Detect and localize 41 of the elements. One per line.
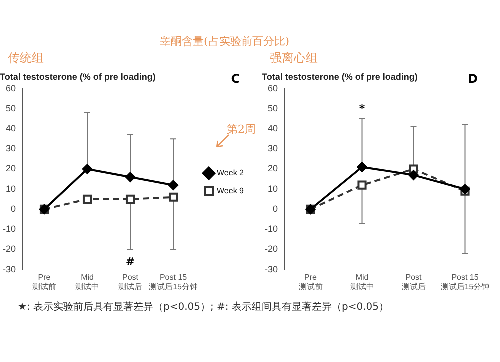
- y-tick-label: 50: [6, 103, 16, 114]
- y-tick-label: -10: [2, 224, 16, 234]
- text: D: [468, 72, 478, 86]
- legend-label: Week 9: [217, 186, 245, 196]
- y-tick-label: 0: [10, 204, 16, 214]
- text: 睾酮含量(占实验前百分比): [160, 34, 290, 49]
- x-tick-label: Mid 测试中: [350, 272, 374, 292]
- x-tick-label: Post 15 测试后15分钟: [149, 272, 198, 292]
- y-tick-label: -20: [2, 244, 16, 254]
- text: C: [231, 72, 240, 86]
- x-tick-label: Post 测试后: [118, 272, 143, 292]
- annotation: *: [359, 102, 366, 116]
- legend-label: Week 2: [217, 168, 245, 178]
- y-tick-label: -30: [2, 264, 16, 274]
- x-tick-label: Pre 测试前: [298, 272, 323, 292]
- y-tick-label: 30: [6, 144, 16, 154]
- x-tick-label: Post 15 测试后15分钟: [440, 272, 490, 292]
- text: 传统组: [8, 50, 44, 67]
- y-tick-label: 40: [6, 124, 16, 134]
- y-tick-label: 20: [6, 164, 16, 174]
- x-tick-label: Pre 测试前: [32, 272, 57, 292]
- text: 第2周: [227, 122, 256, 137]
- y-tick-label: -30: [264, 264, 278, 274]
- y-tick-label: 0: [272, 204, 278, 214]
- y-tick-label: 10: [268, 184, 278, 194]
- y-tick-label: -10: [264, 224, 278, 234]
- y-tick-label: 20: [268, 164, 278, 174]
- y-tick-label: -20: [264, 244, 278, 254]
- y-tick-label: 40: [268, 124, 278, 134]
- y-tick-label: 30: [268, 144, 278, 154]
- chart-title: Total testosterone (% of pre loading): [262, 72, 418, 82]
- y-tick-label: 60: [6, 83, 16, 94]
- y-tick-label: 60: [268, 83, 278, 94]
- y-tick-label: 10: [6, 184, 16, 194]
- chart-title: Total testosterone (% of pre loading): [0, 72, 156, 82]
- x-tick-label: Mid 测试中: [76, 272, 100, 292]
- text: ★: 表示实验前后具有显著差异（p<0.05）; #: 表示组间具有显著差异（p<0.05）: [18, 300, 389, 314]
- y-tick-label: 50: [268, 103, 278, 114]
- text: 强离心组: [270, 50, 318, 67]
- x-tick-label: Post 测试后: [402, 272, 426, 292]
- annotation: #: [126, 255, 136, 268]
